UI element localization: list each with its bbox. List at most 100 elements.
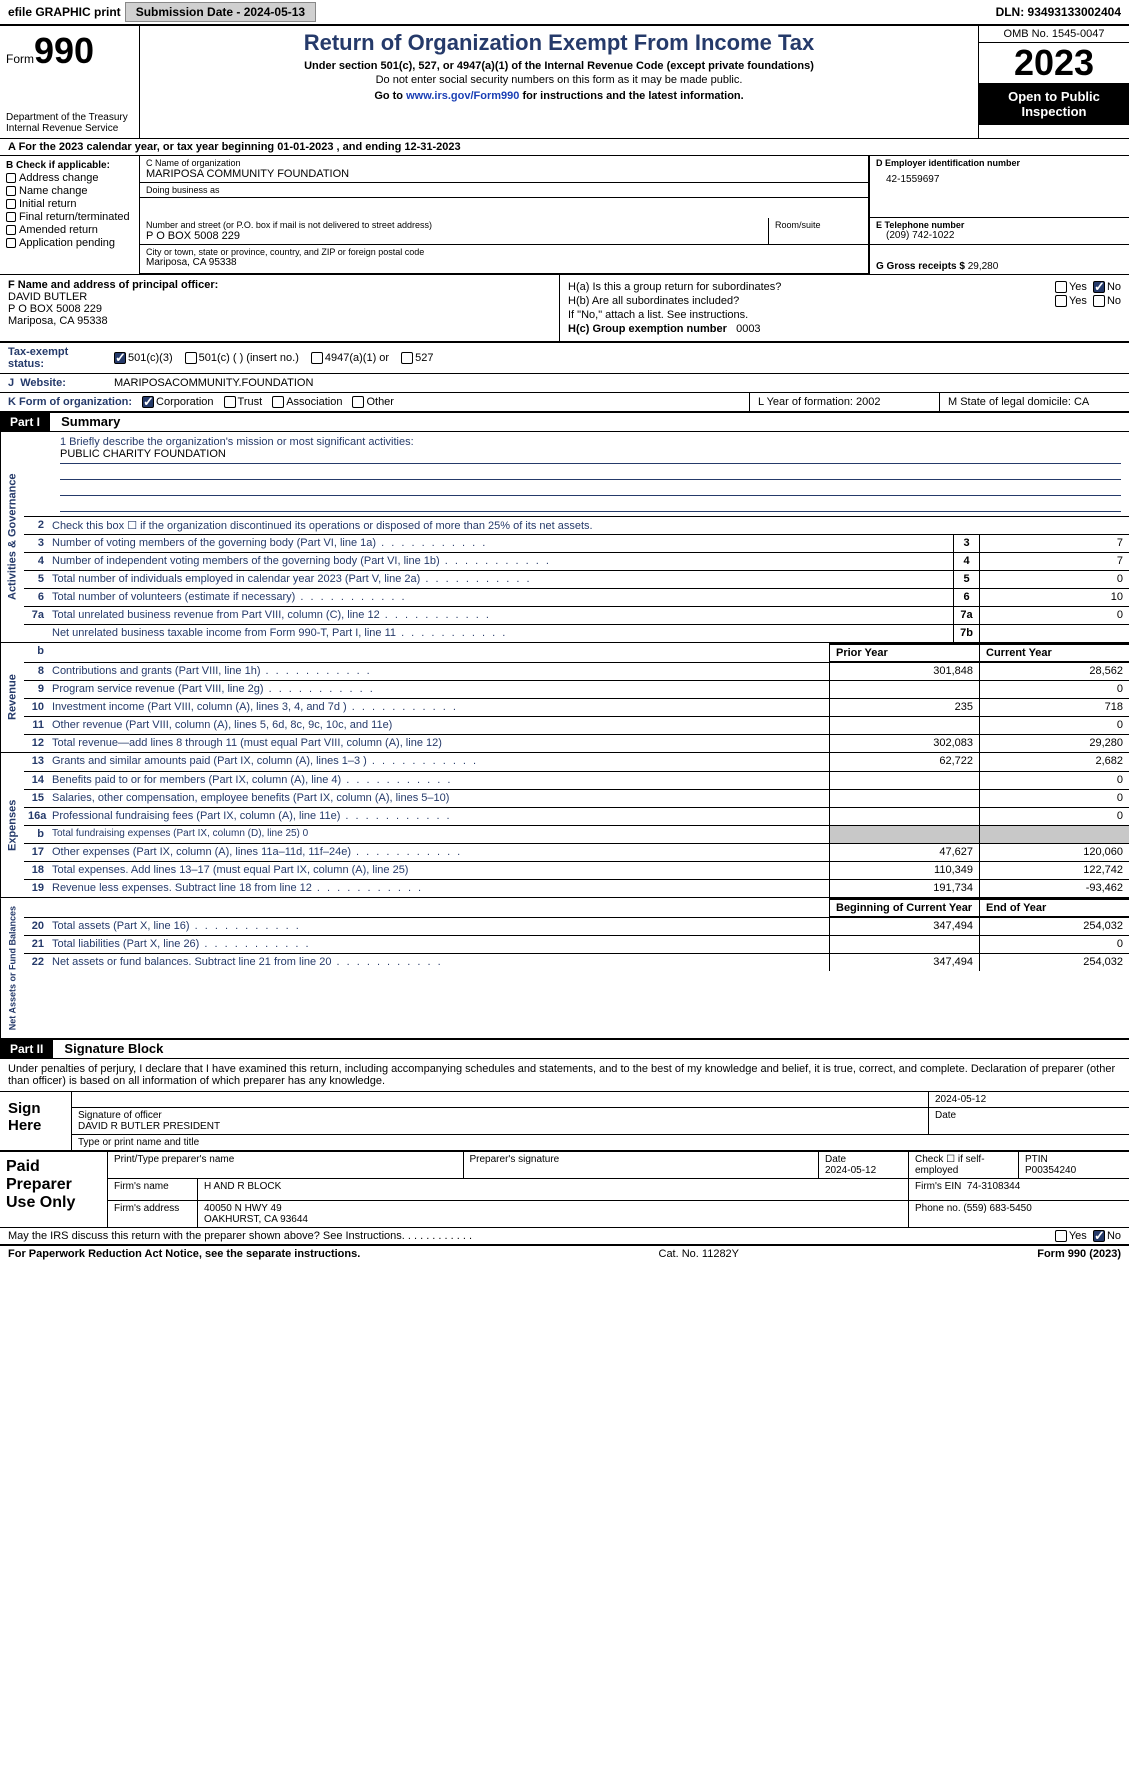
box-e: E Telephone number (209) 742-1022 xyxy=(869,218,1129,245)
application-pending-checkbox[interactable] xyxy=(6,238,16,248)
row-k: K Form of organization: Corporation Trus… xyxy=(0,393,1129,412)
revenue-side-label: Revenue xyxy=(0,643,24,752)
section-expenses: Expenses 13Grants and similar amounts pa… xyxy=(0,753,1129,898)
city-cell: City or town, state or province, country… xyxy=(140,245,869,274)
irs-link[interactable]: www.irs.gov/Form990 xyxy=(406,90,519,102)
discuss-yes-checkbox[interactable] xyxy=(1055,1230,1067,1242)
tax-exempt-label: Tax-exempt status: xyxy=(0,343,110,373)
efile-label: efile GRAPHIC print xyxy=(8,5,121,19)
hb-yes-checkbox[interactable] xyxy=(1055,295,1067,307)
sign-here-label: Sign Here xyxy=(0,1092,72,1150)
box-b-label: B Check if applicable: xyxy=(6,160,133,171)
omb-number: OMB No. 1545-0047 xyxy=(979,26,1129,43)
dept-label: Department of the Treasury Internal Reve… xyxy=(6,112,133,134)
dba-cell: Doing business as xyxy=(140,183,868,198)
ein-value: 42-1559697 xyxy=(876,174,1123,185)
assoc-checkbox[interactable] xyxy=(272,396,284,408)
other-checkbox[interactable] xyxy=(352,396,364,408)
firm-phone: (559) 683-5450 xyxy=(963,1203,1031,1214)
box-d: D Employer identification number 42-1559… xyxy=(870,156,1129,218)
name-change-checkbox[interactable] xyxy=(6,186,16,196)
row-fh: F Name and address of principal officer:… xyxy=(0,275,1129,342)
box-c: C Name of organization MARIPOSA COMMUNIT… xyxy=(140,156,1129,274)
officer-name: DAVID R BUTLER PRESIDENT xyxy=(78,1121,220,1132)
tax-year: 2023 xyxy=(979,43,1129,83)
501c3-checkbox[interactable] xyxy=(114,352,126,364)
website-value: MARIPOSACOMMUNITY.FOUNDATION xyxy=(110,374,1129,392)
header-left: Form990 Department of the Treasury Inter… xyxy=(0,26,140,138)
form-title: Return of Organization Exempt From Incom… xyxy=(146,30,972,56)
top-bar: efile GRAPHIC print Submission Date - 20… xyxy=(0,0,1129,24)
current-year-header: Current Year xyxy=(979,643,1129,662)
goto-line: Go to www.irs.gov/Form990 for instructio… xyxy=(146,90,972,102)
street-cell: Number and street (or P.O. box if mail i… xyxy=(140,218,769,245)
year-formation: L Year of formation: 2002 xyxy=(749,393,939,411)
form-header: Form990 Department of the Treasury Inter… xyxy=(0,24,1129,139)
website-label: J Website: xyxy=(0,374,110,392)
527-checkbox[interactable] xyxy=(401,352,413,364)
paperwork-notice: For Paperwork Reduction Act Notice, see … xyxy=(8,1248,360,1260)
final-return-checkbox[interactable] xyxy=(6,212,16,222)
corp-checkbox[interactable] xyxy=(142,396,154,408)
section-revenue: Revenue bPrior YearCurrent Year 8Contrib… xyxy=(0,643,1129,753)
governance-side-label: Activities & Governance xyxy=(0,432,24,642)
ptin-value: P00354240 xyxy=(1025,1165,1076,1176)
cat-number: Cat. No. 11282Y xyxy=(360,1248,1037,1260)
mission-text: PUBLIC CHARITY FOUNDATION xyxy=(60,448,1121,464)
room-cell: Room/suite xyxy=(769,218,869,245)
sign-date: 2024-05-12 xyxy=(929,1092,1129,1107)
trust-checkbox[interactable] xyxy=(224,396,236,408)
line-7a-value: 0 xyxy=(979,607,1129,624)
box-b: B Check if applicable: Address change Na… xyxy=(0,156,140,274)
row-i: Tax-exempt status: 501(c)(3) 501(c) ( ) … xyxy=(0,342,1129,374)
dln-label: DLN: 93493133002404 xyxy=(996,5,1121,19)
submission-date-button[interactable]: Submission Date - 2024-05-13 xyxy=(125,2,316,22)
501c-checkbox[interactable] xyxy=(185,352,197,364)
line-5-value: 0 xyxy=(979,571,1129,588)
begin-year-header: Beginning of Current Year xyxy=(829,898,979,917)
form-word: Form xyxy=(6,52,34,66)
mission-block: 1 Briefly describe the organization's mi… xyxy=(24,432,1129,516)
ssn-note: Do not enter social security numbers on … xyxy=(146,74,972,86)
declaration-text: Under penalties of perjury, I declare th… xyxy=(0,1059,1129,1092)
hb-no-checkbox[interactable] xyxy=(1093,295,1105,307)
paid-preparer-block: Paid Preparer Use Only Print/Type prepar… xyxy=(0,1152,1129,1228)
line-6-value: 10 xyxy=(979,589,1129,606)
prior-year-header: Prior Year xyxy=(829,643,979,662)
ha-yes-checkbox[interactable] xyxy=(1055,281,1067,293)
line-4-value: 7 xyxy=(979,553,1129,570)
paid-preparer-label: Paid Preparer Use Only xyxy=(0,1152,108,1227)
4947-checkbox[interactable] xyxy=(311,352,323,364)
firm-name: H AND R BLOCK xyxy=(198,1179,909,1200)
section-governance: Activities & Governance 1 Briefly descri… xyxy=(0,432,1129,643)
firm-ein: 74-3108344 xyxy=(967,1181,1020,1192)
amended-return-checkbox[interactable] xyxy=(6,225,16,235)
open-inspection: Open to Public Inspection xyxy=(979,83,1129,125)
sign-here-block: Sign Here 2024-05-12 Signature of office… xyxy=(0,1092,1129,1152)
net-assets-side-label: Net Assets or Fund Balances xyxy=(0,898,24,1038)
box-f: F Name and address of principal officer:… xyxy=(0,275,560,341)
may-discuss-row: May the IRS discuss this return with the… xyxy=(0,1228,1129,1245)
box-h: H(a) Is this a group return for subordin… xyxy=(560,275,1129,341)
ha-no-checkbox[interactable] xyxy=(1093,281,1105,293)
row-j: J Website: MARIPOSACOMMUNITY.FOUNDATION xyxy=(0,374,1129,393)
header-right: OMB No. 1545-0047 2023 Open to Public In… xyxy=(979,26,1129,138)
part-1-header: Part I Summary xyxy=(0,412,1129,432)
expenses-side-label: Expenses xyxy=(0,753,24,897)
form-number: 990 xyxy=(34,30,94,71)
phone-value: (209) 742-1022 xyxy=(876,230,1123,241)
box-g: G Gross receipts $ 29,280 xyxy=(869,245,1129,274)
section-net-assets: Net Assets or Fund Balances Beginning of… xyxy=(0,898,1129,1039)
discuss-no-checkbox[interactable] xyxy=(1093,1230,1105,1242)
footer: For Paperwork Reduction Act Notice, see … xyxy=(0,1245,1129,1262)
state-domicile: M State of legal domicile: CA xyxy=(939,393,1129,411)
form-footer-label: Form 990 (2023) xyxy=(1037,1248,1121,1260)
address-change-checkbox[interactable] xyxy=(6,173,16,183)
initial-return-checkbox[interactable] xyxy=(6,199,16,209)
header-center: Return of Organization Exempt From Incom… xyxy=(140,26,979,138)
line-7b-value xyxy=(979,625,1129,642)
end-year-header: End of Year xyxy=(979,898,1129,917)
org-name-cell: C Name of organization MARIPOSA COMMUNIT… xyxy=(140,156,868,183)
prep-date: 2024-05-12 xyxy=(825,1165,876,1176)
block-bcde: B Check if applicable: Address change Na… xyxy=(0,156,1129,275)
